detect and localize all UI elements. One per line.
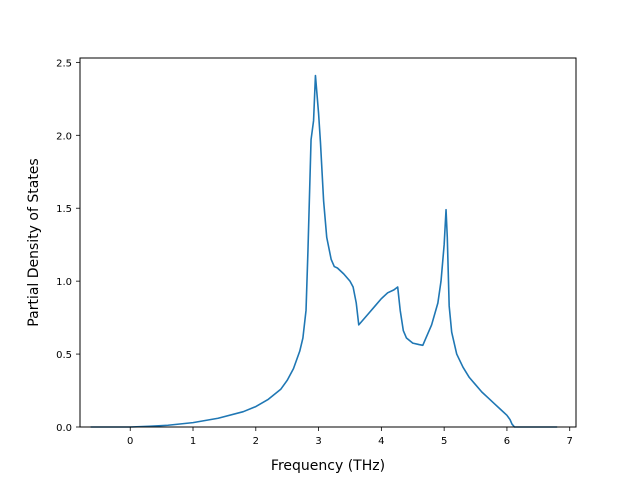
x-tick-label: 5	[441, 436, 447, 447]
axes-frame	[79, 57, 577, 428]
x-tick-label: 6	[504, 436, 510, 447]
x-tick-label: 1	[190, 436, 196, 447]
y-axis-label: Partial Density of States	[26, 158, 42, 326]
x-axis-ticks: 0 1 2 3 4 5 6 7	[127, 427, 573, 447]
y-axis-ticks: 0.0 0.5 1.0 1.5 2.0 2.5	[56, 58, 80, 434]
x-tick-label: 0	[127, 436, 133, 447]
y-tick-label: 0.0	[56, 423, 72, 434]
y-tick-label: 2.0	[56, 131, 72, 142]
x-tick-label: 3	[315, 436, 321, 447]
x-tick-label: 7	[567, 436, 573, 447]
plot-area	[90, 74, 558, 428]
y-tick-label: 2.5	[56, 58, 72, 69]
x-axis-label: Frequency (THz)	[271, 458, 385, 474]
y-tick-label: 0.5	[56, 350, 72, 361]
y-tick-label: 1.5	[56, 204, 72, 215]
pdos-line-0	[90, 74, 558, 428]
x-tick-label: 2	[253, 436, 259, 447]
y-tick-label: 1.0	[56, 277, 72, 288]
x-tick-label: 4	[378, 436, 384, 447]
